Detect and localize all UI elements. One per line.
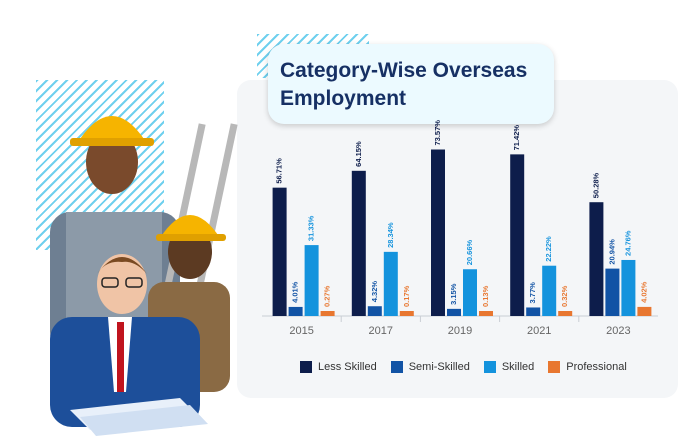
- data-label-professional-2021: 0.32%: [560, 285, 569, 307]
- legend-item-semi-skilled: Semi-Skilled: [390, 361, 470, 373]
- data-label-less-skilled-2023: 50.28%: [591, 172, 600, 198]
- data-label-professional-2015: 0.27%: [323, 285, 332, 307]
- data-label-skilled-2017: 28.34%: [386, 222, 395, 248]
- bar-less-skilled-2021: [510, 154, 525, 316]
- data-label-less-skilled-2021: 71.42%: [512, 125, 521, 151]
- data-label-professional-2017: 0.17%: [402, 285, 411, 307]
- legend-item-professional: Professional: [548, 361, 627, 373]
- data-label-skilled-2023: 24.76%: [623, 230, 632, 256]
- legend-label: Less Skilled: [318, 361, 377, 373]
- legend-swatch-semi-skilled: [390, 361, 403, 373]
- bar-professional-2023: [637, 306, 652, 316]
- bar-professional-2021: [558, 311, 573, 316]
- x-tick-label: 2015: [289, 325, 313, 337]
- chart-panel: [237, 80, 678, 398]
- data-label-skilled-2015: 31.33%: [307, 215, 316, 241]
- data-label-skilled-2021: 22.22%: [544, 236, 553, 262]
- bar-less-skilled-2015: [272, 187, 287, 316]
- legend-label: Semi-Skilled: [408, 361, 470, 373]
- data-label-semi-skilled-2019: 3.15%: [449, 283, 458, 305]
- bar-less-skilled-2019: [431, 149, 445, 316]
- bar-semi-skilled-2021: [526, 307, 541, 316]
- bar-skilled-2019: [463, 269, 477, 316]
- bar-semi-skilled-2023: [605, 268, 620, 316]
- legend-item-skilled: Skilled: [483, 361, 535, 373]
- bar-semi-skilled-2015: [288, 306, 303, 316]
- bar-semi-skilled-2017: [367, 306, 382, 316]
- data-label-less-skilled-2019: 73.57%: [433, 120, 442, 146]
- bar-skilled-2023: [621, 259, 636, 316]
- legend-swatch-skilled: [483, 361, 496, 373]
- data-label-less-skilled-2017: 64.15%: [354, 141, 363, 167]
- bar-skilled-2021: [542, 265, 557, 316]
- legend-item-less-skilled: Less Skilled: [300, 361, 377, 373]
- legend-swatch-professional: [548, 361, 561, 373]
- bar-skilled-2017: [383, 251, 398, 316]
- bar-skilled-2015: [304, 245, 319, 316]
- legend-swatch-less-skilled: [300, 361, 312, 373]
- bar-less-skilled-2023: [589, 202, 604, 316]
- bar-professional-2017: [399, 311, 414, 316]
- x-tick-label: 2017: [369, 325, 393, 337]
- legend-label: Professional: [566, 361, 627, 373]
- bar-professional-2019: [479, 311, 493, 316]
- chart-title: Category-Wise Overseas Employment: [280, 59, 528, 110]
- bar-less-skilled-2017: [351, 170, 366, 316]
- data-label-semi-skilled-2021: 3.77%: [528, 282, 537, 304]
- chart-legend: Less Skilled Semi-Skilled Skilled Profes…: [300, 358, 641, 376]
- data-label-professional-2019: 0.13%: [481, 285, 490, 307]
- data-label-semi-skilled-2015: 4.01%: [291, 281, 300, 303]
- data-label-professional-2023: 4.02%: [639, 281, 648, 303]
- data-label-semi-skilled-2017: 4.32%: [370, 281, 379, 303]
- legend-label: Skilled: [501, 361, 535, 373]
- workers-photo: [50, 116, 238, 436]
- data-label-less-skilled-2015: 56.71%: [275, 158, 284, 184]
- bar-semi-skilled-2019: [447, 308, 461, 316]
- data-label-skilled-2019: 20.66%: [465, 239, 474, 265]
- x-tick-label: 2021: [527, 325, 551, 337]
- x-tick-label: 2023: [606, 325, 630, 337]
- data-label-semi-skilled-2023: 20.94%: [607, 239, 616, 265]
- x-tick-label: 2019: [448, 325, 472, 337]
- bar-professional-2015: [320, 311, 335, 316]
- title-box: Category-Wise Overseas Employment: [268, 44, 554, 124]
